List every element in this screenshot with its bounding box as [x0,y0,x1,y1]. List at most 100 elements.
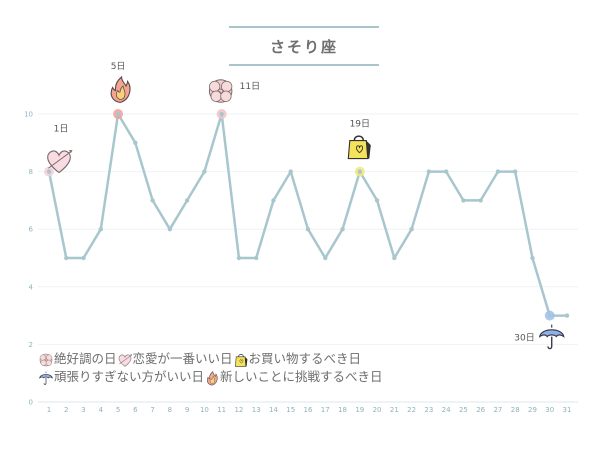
data-point [340,227,345,232]
data-point [564,313,570,318]
y-axis-ticks: 0 2 4 6 8 10 [24,111,33,407]
legend-label: 恋愛が一番いい日 [132,351,233,366]
y-tick-label: 10 [24,111,33,119]
data-point [219,111,224,117]
x-tick-label: 11 [217,406,226,414]
x-tick-label: 26 [476,406,485,414]
y-tick-label: 0 [29,399,33,407]
heart-icon [47,150,73,174]
annotation-label: 1日 [54,124,69,135]
x-tick-label: 10 [200,406,209,414]
data-point [513,169,518,174]
x-tick-label: 22 [407,406,416,414]
x-tick-label: 15 [286,406,295,414]
x-tick-label: 14 [269,406,278,414]
data-point [271,198,276,203]
x-tick-label: 13 [252,406,261,414]
legend-label: 絶好調の日 [54,351,117,366]
x-tick-label: 17 [321,406,330,414]
data-point [254,255,259,261]
data-point [461,198,466,203]
x-tick-label: 31 [563,406,572,414]
legend-label: 頑張りすぎない方がいい日 [54,369,205,384]
x-tick-label: 6 [133,406,138,414]
x-tick-label: 8 [168,406,172,414]
data-point [81,255,86,261]
data-point [98,227,104,232]
x-tick-label: 21 [390,406,399,414]
data-point [184,198,190,203]
data-point [323,255,328,261]
x-tick-label: 29 [528,406,537,414]
data-point [64,255,69,261]
x-tick-label: 18 [338,406,347,414]
data-point [115,111,121,117]
annotation-label: 5日 [111,61,126,72]
legend: 絶好調の日 恋愛が一番いい日 お買い物するべき日 頑張りすぎない方がいい日 新しいこと… [38,350,383,386]
umbrella-icon [38,370,54,385]
data-point [288,169,293,174]
shopping-bag-icon [347,135,371,160]
x-tick-label: 20 [373,406,382,414]
grid-lines [38,113,578,403]
flower-icon [208,79,233,103]
flame-icon [110,75,131,104]
x-tick-label: 1 [47,406,51,414]
x-tick-label: 25 [459,406,468,414]
y-tick-label: 8 [29,168,33,176]
heart-icon [117,352,133,367]
umbrella-icon [538,324,565,350]
x-tick-label: 5 [116,406,120,414]
data-point [202,169,207,174]
flower-icon [38,352,54,367]
chart-title-box: さそり座 [229,26,379,66]
x-tick-label: 4 [99,406,104,414]
x-tick-label: 3 [81,406,85,414]
data-points [44,109,570,321]
annotations: 1日 5日 11日 19日 30日 [47,61,565,350]
annotation-label: 19日 [350,119,370,130]
legend-label: お買い物するべき日 [248,351,362,366]
y-tick-label: 2 [29,341,33,349]
x-tick-label: 19 [355,406,364,414]
data-point [409,227,414,232]
data-point [495,169,501,174]
x-tick-label: 28 [511,406,520,414]
x-tick-label: 16 [304,406,313,414]
legend-row-1: 絶好調の日 恋愛が一番いい日 お買い物するべき日 [38,350,383,368]
data-point [167,227,173,232]
data-point [305,227,311,232]
data-point [443,169,449,174]
y-tick-label: 4 [29,283,34,291]
flame-icon [204,370,220,386]
series-polyline [47,112,567,317]
data-point [133,140,138,145]
x-tick-label: 7 [150,406,154,414]
data-point [426,169,432,174]
x-axis-ticks: 1 2 3 4 5 6 7 8 9 10 11 12 13 14 15 16 17 18 19 20 21 22 23 24 2… [47,406,572,414]
x-tick-label: 2 [64,406,68,414]
x-tick-label: 23 [424,406,433,414]
x-tick-label: 30 [545,406,554,414]
shopping-bag-icon [233,352,249,367]
data-point [392,255,397,261]
data-point [357,169,362,174]
x-tick-label: 24 [442,406,451,414]
data-point [478,198,483,203]
chart-title: さそり座 [269,37,338,56]
x-tick-label: 9 [185,406,189,414]
legend-label: 新しいことに挑戦するべき日 [220,369,383,384]
annotation-label: 11日 [240,81,260,92]
data-point [374,198,380,203]
legend-row-2: 頑張りすぎない方がいい日 新しいことに挑戦するべき日 [38,368,383,386]
data-point [150,198,155,203]
data-point [530,255,535,261]
series-line [47,112,567,317]
annotation-label: 30日 [514,333,534,344]
y-tick-label: 6 [29,226,34,234]
data-point [46,169,52,174]
x-tick-label: 27 [493,406,502,414]
data-point [547,313,552,318]
x-tick-label: 12 [234,406,243,414]
